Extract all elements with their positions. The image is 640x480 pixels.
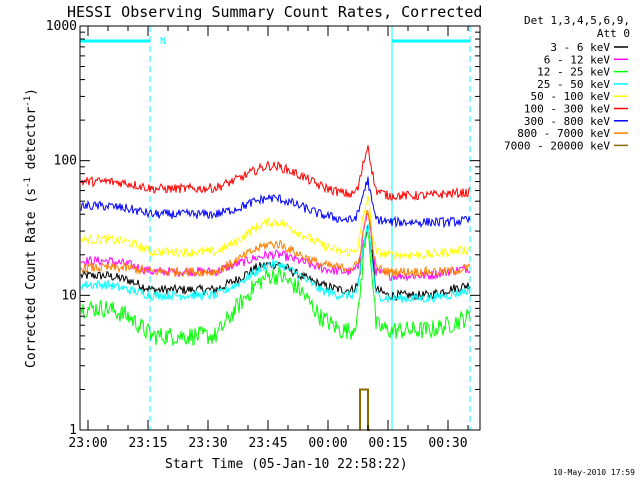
- y-axis-label-mid: detector: [24, 107, 39, 178]
- legend-item-label: 12 - 25 keV: [537, 66, 610, 79]
- legend-item-label: 3 - 6 keV: [550, 41, 610, 54]
- y-axis-label-sup1: -1: [23, 177, 33, 188]
- legend-item-label: 100 - 300 keV: [524, 103, 610, 116]
- x-tick-label: 00:15: [368, 436, 407, 451]
- legend-item-label: 50 - 100 keV: [531, 90, 611, 103]
- series-line: [360, 390, 370, 431]
- legend-header-attenuator: Att 0: [597, 27, 630, 40]
- x-tick-label: 00:00: [308, 436, 347, 451]
- y-tick-label: 10: [61, 288, 77, 303]
- legend-header-detectors: Det 1,3,4,5,6,9,: [524, 14, 630, 27]
- y-axis-label: Corrected Count Rate (s-1 detector-1): [23, 88, 39, 368]
- y-axis-label-sup2: -1: [23, 96, 33, 107]
- plot-frame: [80, 26, 480, 430]
- legend-item-label: 300 - 800 keV: [524, 115, 610, 128]
- y-axis-label-end: ): [24, 88, 39, 96]
- legend-item-label: 7000 - 20000 keV: [504, 139, 610, 152]
- y-axis-label-main: Corrected Count Rate (s: [24, 188, 39, 368]
- legend-item-label: 6 - 12 keV: [544, 53, 611, 66]
- y-tick-label: 100: [54, 154, 77, 169]
- x-tick-label: 00:30: [428, 436, 467, 451]
- series-layer: [81, 145, 470, 430]
- chart-title: HESSI Observing Summary Count Rates, Cor…: [67, 3, 482, 21]
- time-markers: [80, 26, 470, 430]
- x-tick-label: 23:15: [128, 436, 167, 451]
- x-tick-label: 23:00: [68, 436, 107, 451]
- x-axis-label: Start Time (05-Jan-10 22:58:22): [165, 457, 408, 472]
- legend-item-label: 25 - 50 keV: [537, 78, 610, 91]
- series-line: [81, 145, 470, 200]
- legend-item-label: 800 - 7000 keV: [517, 127, 610, 140]
- x-tick-label: 23:30: [188, 436, 227, 451]
- attenuator-marker: N: [160, 36, 166, 47]
- series-line: [81, 224, 470, 303]
- series-line: [81, 177, 470, 227]
- footer-date: 10-May-2010 17:59: [553, 468, 635, 477]
- series-line: [81, 196, 470, 259]
- y-tick-label: 1000: [46, 19, 77, 34]
- x-tick-label: 23:45: [248, 436, 287, 451]
- x-axis-ticks: 23:00 23:15 23:30 23:45 00:00 00:15 00:30: [68, 26, 468, 451]
